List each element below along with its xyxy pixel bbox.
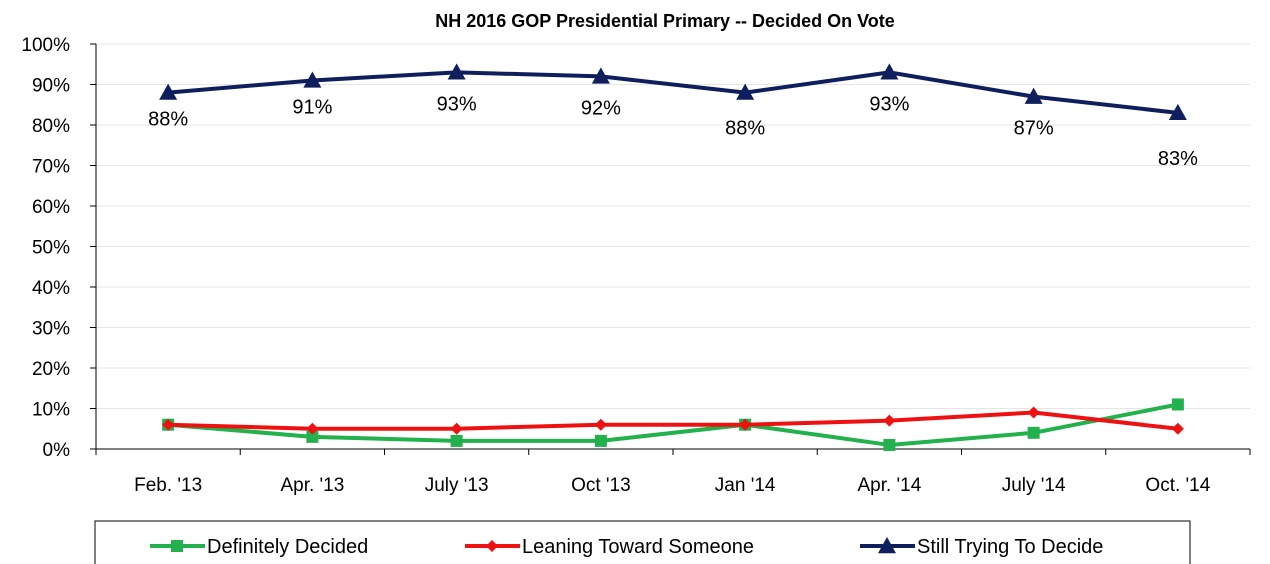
legend-box <box>94 520 1191 564</box>
data-label: 91% <box>292 96 332 118</box>
x-axis-ticks: Feb. '13 Apr. '13 July '13 Oct '13 Jan '14 Ap… <box>134 475 1211 496</box>
legend-marker <box>878 537 896 554</box>
series-leaning-toward-someone <box>162 406 1184 435</box>
y-tick-label: 0% <box>43 440 71 461</box>
data-point <box>594 434 607 447</box>
x-tick-label: July '13 <box>425 475 489 496</box>
x-tick-label: Feb. '13 <box>134 475 202 496</box>
legend-entry: Leaning Toward Someone <box>465 536 754 558</box>
series-line <box>167 70 1179 115</box>
y-tick-label: 40% <box>32 278 70 299</box>
data-point <box>306 430 319 443</box>
data-point <box>880 63 899 80</box>
series-still-trying-to-decide <box>159 63 1187 121</box>
y-tick-label: 10% <box>32 400 70 421</box>
data-point <box>303 71 322 88</box>
x-tick-label: July '14 <box>1002 475 1066 496</box>
data-point <box>1027 426 1040 439</box>
y-tick-label: 100% <box>21 35 70 56</box>
y-tick-label: 30% <box>32 319 70 340</box>
data-point <box>1024 87 1043 104</box>
data-point <box>447 63 466 80</box>
legend-label: Leaning Toward Someone <box>522 536 754 558</box>
data-point <box>736 83 755 100</box>
x-tick-label: Apr. '13 <box>280 475 344 496</box>
legend-marker <box>486 540 498 552</box>
data-point <box>883 414 896 427</box>
x-tick-label: Oct. '14 <box>1145 475 1210 496</box>
data-label: 87% <box>1014 118 1054 140</box>
data-label: 88% <box>148 109 188 131</box>
data-point <box>1168 103 1187 121</box>
data-point <box>1171 398 1184 411</box>
data-label: 88% <box>725 118 765 140</box>
data-point <box>594 418 607 431</box>
data-label: 92% <box>581 97 621 119</box>
data-point <box>1027 406 1040 419</box>
data-point <box>739 418 752 431</box>
y-tick-label: 90% <box>32 76 70 97</box>
y-tick-label: 50% <box>32 238 70 259</box>
data-label: 83% <box>1158 148 1198 170</box>
data-point <box>162 418 175 431</box>
series-layer <box>159 63 1187 451</box>
data-point <box>1171 422 1184 435</box>
legend-label: Definitely Decided <box>207 536 368 558</box>
x-tick-label: Apr. '14 <box>857 475 921 496</box>
legend-entry: Still Trying To Decide <box>860 536 1103 558</box>
x-tick-label: Oct '13 <box>571 475 631 496</box>
axes <box>90 43 1251 455</box>
data-point <box>159 83 178 100</box>
legend: Definitely Decided Leaning Toward Someone… <box>94 520 1191 564</box>
data-label: 93% <box>437 93 477 115</box>
chart-title: NH 2016 GOP Presidential Primary -- Deci… <box>435 11 895 31</box>
x-tick-label: Jan '14 <box>715 475 776 496</box>
legend-marker <box>171 540 183 552</box>
series-line <box>167 402 1179 447</box>
data-point <box>883 438 896 451</box>
y-tick-label: 60% <box>32 197 70 218</box>
data-point <box>450 422 463 435</box>
y-tick-label: 80% <box>32 116 70 137</box>
data-label: 93% <box>869 93 909 115</box>
legend-entry: Definitely Decided <box>150 536 368 558</box>
y-tick-label: 70% <box>32 157 70 178</box>
data-point <box>450 434 463 447</box>
y-axis-ticks: 0% 10% 20% 30% 40% 50% 60% 70% 80% 90% 100% <box>21 35 70 461</box>
data-point <box>591 67 610 84</box>
data-point <box>306 422 319 435</box>
legend-label: Still Trying To Decide <box>917 536 1103 558</box>
series-line <box>168 410 1179 431</box>
data-labels: 88% 91% 93% 92% 88% 93% 87% 83% <box>148 93 1198 170</box>
gridlines <box>96 43 1250 409</box>
y-tick-label: 20% <box>32 359 70 380</box>
